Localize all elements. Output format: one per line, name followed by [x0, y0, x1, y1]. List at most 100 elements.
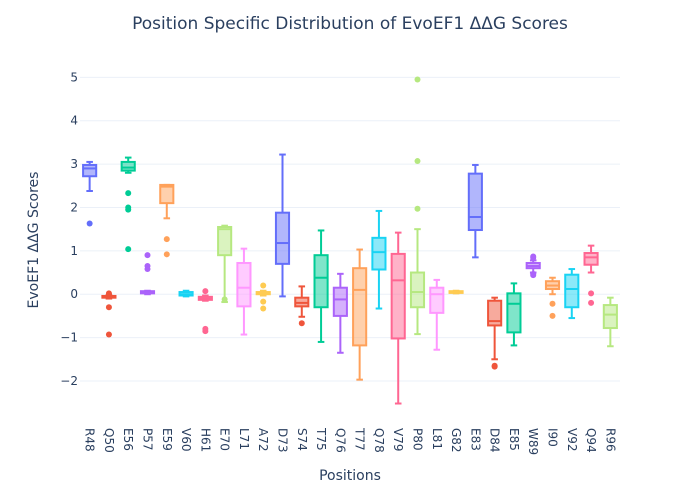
box-iqr — [352, 267, 368, 347]
outlier-point — [549, 300, 556, 307]
x-tick-label: Q94 — [584, 428, 598, 453]
x-tick-label: Q76 — [333, 428, 347, 453]
chart-title: Position Specific Distribution of EvoEF1… — [132, 14, 568, 34]
box-iqr — [602, 304, 618, 330]
box-E59 — [159, 183, 175, 258]
outlier-point — [260, 282, 267, 289]
x-tick-label: T77 — [353, 427, 367, 451]
box-iqr — [217, 225, 233, 257]
x-tick-label: L81 — [430, 428, 444, 450]
box-E85 — [506, 282, 522, 347]
x-tick-label: E56 — [121, 428, 135, 451]
box-W89 — [525, 253, 541, 279]
outlier-point — [260, 298, 267, 305]
box-Q76 — [332, 272, 348, 354]
box-G82 — [448, 289, 464, 295]
box-iqr — [564, 273, 580, 309]
outlier-point — [105, 331, 112, 338]
x-tick-label: D73 — [276, 428, 290, 453]
box-L81 — [429, 278, 445, 351]
box-iqr — [159, 183, 175, 205]
x-tick-label: P57 — [141, 428, 155, 451]
outlier-point — [588, 290, 595, 297]
x-tick-label: V92 — [565, 428, 579, 451]
x-tick-label: V60 — [179, 428, 193, 451]
x-tick-label: W89 — [526, 428, 540, 455]
box-Q50 — [101, 290, 117, 338]
outlier-point — [105, 304, 112, 311]
outlier-point — [163, 251, 170, 258]
box-P57 — [139, 252, 156, 296]
x-tick-label: R96 — [603, 428, 617, 452]
box-T75 — [313, 229, 329, 343]
outlier-point — [588, 299, 595, 306]
outlier-point — [491, 363, 498, 370]
y-tick-label: 4 — [70, 114, 78, 128]
x-tick-label: A72 — [256, 428, 270, 451]
outlier-point — [202, 328, 209, 335]
outlier-point — [530, 254, 537, 261]
box-iqr — [506, 292, 522, 334]
x-tick-label: E70 — [218, 428, 232, 451]
x-tick-label: E83 — [468, 428, 482, 451]
box-iqr — [274, 211, 291, 265]
x-tick-label: H61 — [198, 428, 212, 452]
box-iqr — [313, 254, 329, 309]
x-tick-label: E59 — [160, 428, 174, 451]
box-V79 — [390, 231, 406, 405]
x-tick-labels: R48 Q50 E56 P57 E59 V60 H61 E70 L71 A72 D73 S74 T75 Q… — [83, 427, 618, 455]
outlier-point — [414, 76, 421, 83]
box-iqr — [409, 271, 426, 309]
x-tick-label: V79 — [391, 428, 405, 451]
outlier-point — [414, 205, 421, 212]
box-H61 — [197, 288, 213, 335]
outlier-point — [144, 266, 151, 273]
box-A72 — [255, 282, 271, 312]
box-S74 — [294, 285, 310, 327]
box-R96 — [602, 296, 618, 348]
y-tick-label: 2 — [70, 200, 78, 214]
box-iqr — [583, 252, 599, 266]
x-tick-label: T75 — [314, 427, 328, 451]
box-iqr — [429, 286, 445, 314]
outlier-point — [298, 320, 305, 327]
gridlines — [80, 76, 620, 382]
box-P80 — [409, 76, 426, 336]
box-L71 — [236, 247, 252, 336]
outlier-point — [144, 252, 151, 259]
box-iqr — [467, 172, 483, 232]
x-tick-label: L71 — [237, 428, 251, 450]
y-tick-label: 0 — [70, 287, 78, 301]
box-E83 — [467, 163, 483, 259]
x-tick-label: Q78 — [372, 428, 386, 453]
y-axis-title: EvoEF1 ΔΔG Scores — [26, 172, 42, 309]
x-tick-label: G82 — [449, 428, 463, 453]
y-tick-label: 5 — [70, 70, 78, 84]
y-tick-label: −1 — [60, 331, 78, 345]
box-Q78 — [371, 209, 387, 310]
box-R48 — [82, 160, 98, 227]
box-iqr — [236, 261, 252, 308]
outlier-point — [221, 296, 228, 303]
outlier-point — [549, 312, 556, 319]
box-D84 — [487, 296, 503, 370]
outlier-point — [414, 158, 421, 165]
x-tick-label: D84 — [488, 428, 502, 453]
outlier-point — [260, 305, 267, 312]
y-tick-label: −2 — [60, 374, 78, 388]
box-series — [82, 76, 618, 405]
x-tick-label: S74 — [295, 428, 309, 451]
box-Q94 — [583, 244, 599, 306]
box-I90 — [544, 276, 561, 319]
x-axis-title: Positions — [319, 468, 381, 484]
y-tick-label: 3 — [70, 157, 78, 171]
box-V92 — [564, 268, 580, 320]
y-tick-labels: −2 −1 0 1 2 3 4 5 — [60, 70, 78, 388]
y-tick-label: 1 — [70, 244, 78, 258]
outlier-point — [105, 290, 112, 297]
outlier-point — [125, 246, 132, 253]
box-iqr — [390, 252, 406, 340]
box-D73 — [274, 153, 291, 298]
box-iqr — [120, 160, 136, 172]
